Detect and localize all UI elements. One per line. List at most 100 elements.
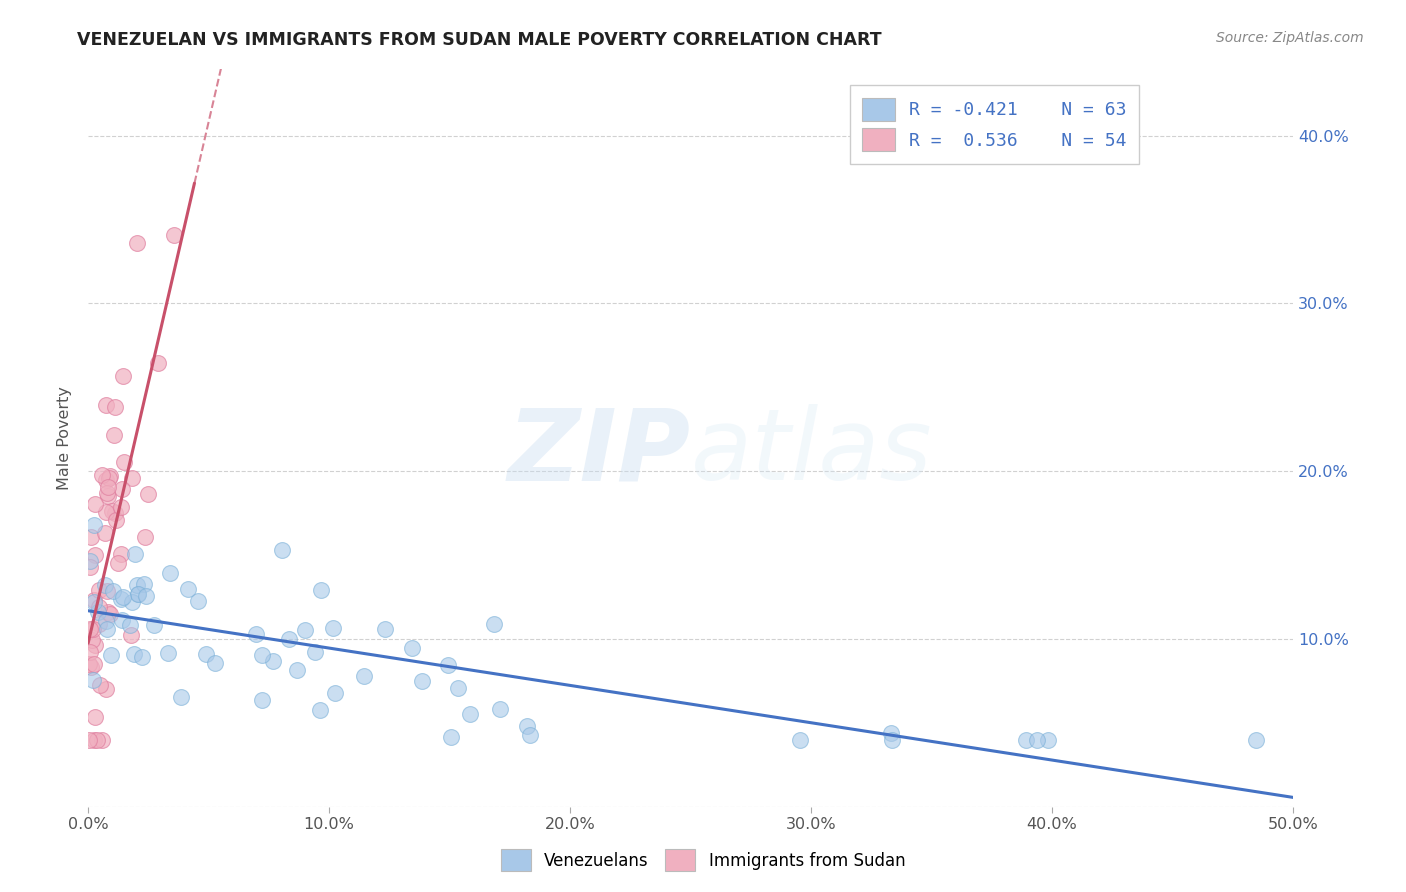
Point: [136, 486, 159, 500]
Point: [519, 728, 541, 742]
Point: [353, 669, 375, 683]
Point: [789, 732, 811, 747]
Point: [100, 648, 122, 662]
Point: [1025, 732, 1047, 747]
Point: [134, 530, 156, 544]
Point: [111, 590, 134, 604]
Text: atlas: atlas: [690, 404, 932, 501]
Point: [1244, 732, 1267, 747]
Point: [90, 732, 112, 747]
Point: [308, 703, 330, 717]
Point: [83, 638, 105, 652]
Point: [87, 605, 110, 619]
Point: [91, 468, 114, 483]
Point: [97, 605, 120, 619]
Point: [97, 480, 120, 494]
Point: [122, 647, 145, 661]
Point: [103, 428, 125, 442]
Text: ZIP: ZIP: [508, 404, 690, 501]
Point: [97, 471, 120, 485]
Point: [104, 506, 127, 520]
Point: [516, 719, 538, 733]
Point: [250, 693, 273, 707]
Text: VENEZUELAN VS IMMIGRANTS FROM SUDAN MALE POVERTY CORRELATION CHART: VENEZUELAN VS IMMIGRANTS FROM SUDAN MALE…: [77, 31, 882, 49]
Point: [440, 731, 463, 745]
Point: [437, 657, 460, 672]
Point: [89, 678, 111, 692]
Point: [94, 505, 117, 519]
Point: [322, 622, 344, 636]
Point: [401, 640, 423, 655]
Point: [79, 554, 101, 568]
Point: [98, 469, 121, 483]
Point: [879, 726, 901, 740]
Point: [121, 595, 143, 609]
Legend: R = -0.421    N = 63, R =  0.536    N = 54: R = -0.421 N = 63, R = 0.536 N = 54: [849, 85, 1139, 164]
Point: [411, 673, 433, 688]
Point: [120, 628, 142, 642]
Point: [127, 235, 149, 250]
Point: [194, 647, 217, 661]
Point: [127, 587, 149, 601]
Point: [245, 627, 267, 641]
Point: [83, 595, 105, 609]
Point: [187, 594, 209, 608]
Legend: Venezuelans, Immigrants from Sudan: Venezuelans, Immigrants from Sudan: [492, 841, 914, 880]
Point: [104, 513, 127, 527]
Point: [100, 607, 122, 622]
Point: [97, 489, 120, 503]
Point: [118, 618, 141, 632]
Point: [89, 582, 111, 597]
Point: [374, 622, 396, 636]
Point: [124, 547, 146, 561]
Point: [131, 650, 153, 665]
Point: [96, 622, 118, 636]
Point: [447, 681, 470, 695]
Point: [110, 591, 132, 606]
Point: [83, 732, 105, 747]
Point: [94, 473, 117, 487]
Point: [1036, 732, 1059, 747]
Point: [311, 582, 333, 597]
Point: [127, 587, 149, 601]
Point: [880, 732, 903, 747]
Point: [111, 369, 134, 384]
Point: [96, 584, 118, 599]
Point: [135, 589, 157, 603]
Point: [159, 566, 181, 580]
Point: [204, 656, 226, 670]
Point: [110, 548, 132, 562]
Point: [94, 614, 117, 628]
Point: [488, 702, 510, 716]
Point: [125, 578, 148, 592]
Point: [77, 657, 100, 671]
Point: [177, 582, 200, 596]
Point: [262, 654, 284, 668]
Point: [278, 632, 301, 646]
Point: [82, 633, 104, 648]
Point: [285, 663, 308, 677]
Point: [84, 710, 107, 724]
Point: [250, 648, 273, 662]
Point: [79, 732, 101, 747]
Point: [83, 518, 105, 533]
Point: [83, 657, 105, 671]
Point: [83, 496, 105, 510]
Point: [107, 556, 129, 570]
Point: [132, 577, 155, 591]
Point: [80, 530, 103, 544]
Point: [94, 525, 117, 540]
Point: [79, 645, 101, 659]
Point: [82, 622, 104, 636]
Point: [93, 578, 115, 592]
Point: [94, 681, 117, 696]
Point: [1014, 732, 1036, 747]
Point: [84, 548, 107, 562]
Y-axis label: Male Poverty: Male Poverty: [58, 386, 72, 490]
Point: [80, 660, 103, 674]
Point: [96, 485, 118, 500]
Point: [294, 623, 316, 637]
Point: [170, 690, 193, 704]
Point: [143, 618, 166, 632]
Point: [79, 622, 101, 636]
